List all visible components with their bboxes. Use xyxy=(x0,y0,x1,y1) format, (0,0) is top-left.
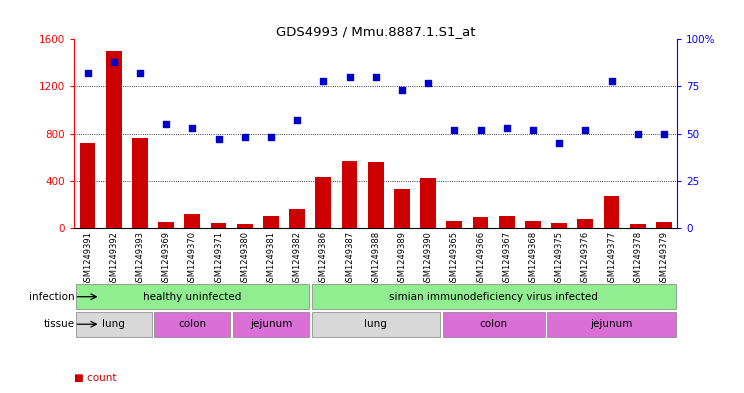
Bar xyxy=(263,216,279,228)
Bar xyxy=(211,223,226,228)
Bar xyxy=(312,285,676,309)
Point xyxy=(475,127,487,133)
Point xyxy=(370,74,382,80)
Bar xyxy=(472,217,488,228)
Point xyxy=(134,70,146,76)
Text: ■ count: ■ count xyxy=(74,373,117,383)
Point xyxy=(291,117,303,123)
Point xyxy=(318,78,330,84)
Bar xyxy=(603,196,620,228)
Bar xyxy=(80,143,95,228)
Bar xyxy=(499,216,515,228)
Bar xyxy=(237,224,252,228)
Bar xyxy=(551,223,567,228)
Point xyxy=(239,134,251,141)
Bar xyxy=(76,312,152,336)
Bar xyxy=(341,161,357,228)
Text: jejunum: jejunum xyxy=(250,319,292,329)
Text: colon: colon xyxy=(179,319,206,329)
Bar xyxy=(577,219,593,228)
Text: tissue: tissue xyxy=(43,319,74,329)
Point xyxy=(658,130,670,137)
Point xyxy=(213,136,225,142)
Bar xyxy=(154,312,231,336)
Point xyxy=(501,125,513,131)
Point xyxy=(186,125,198,131)
Bar xyxy=(76,285,309,309)
Point xyxy=(554,140,565,146)
Point xyxy=(632,130,644,137)
Bar xyxy=(106,51,121,228)
Text: simian immunodeficiency virus infected: simian immunodeficiency virus infected xyxy=(389,292,598,302)
Point xyxy=(108,59,120,65)
Text: infection: infection xyxy=(29,292,74,302)
Point xyxy=(265,134,277,141)
Bar xyxy=(630,224,646,228)
Point xyxy=(527,127,539,133)
Point xyxy=(449,127,461,133)
Text: colon: colon xyxy=(480,319,507,329)
Title: GDS4993 / Mmu.8887.1.S1_at: GDS4993 / Mmu.8887.1.S1_at xyxy=(276,25,475,38)
Point xyxy=(422,79,434,86)
Point xyxy=(160,121,172,127)
Bar xyxy=(525,221,541,228)
Point xyxy=(344,74,356,80)
Bar xyxy=(132,138,148,228)
Bar xyxy=(312,312,440,336)
Bar xyxy=(233,312,309,336)
Bar xyxy=(158,222,174,228)
Bar xyxy=(548,312,676,336)
Bar xyxy=(656,222,672,228)
Text: lung: lung xyxy=(365,319,387,329)
Point xyxy=(82,70,94,76)
Text: healthy uninfected: healthy uninfected xyxy=(143,292,242,302)
Bar xyxy=(446,221,462,228)
Bar xyxy=(289,209,305,228)
Bar xyxy=(368,162,384,228)
Text: jejunum: jejunum xyxy=(590,319,632,329)
Bar xyxy=(394,189,410,228)
Point xyxy=(606,78,618,84)
Point xyxy=(580,127,591,133)
Bar xyxy=(420,178,436,228)
Bar xyxy=(315,177,331,228)
Bar xyxy=(443,312,545,336)
Bar xyxy=(185,214,200,228)
Text: lung: lung xyxy=(102,319,125,329)
Point xyxy=(396,87,408,94)
